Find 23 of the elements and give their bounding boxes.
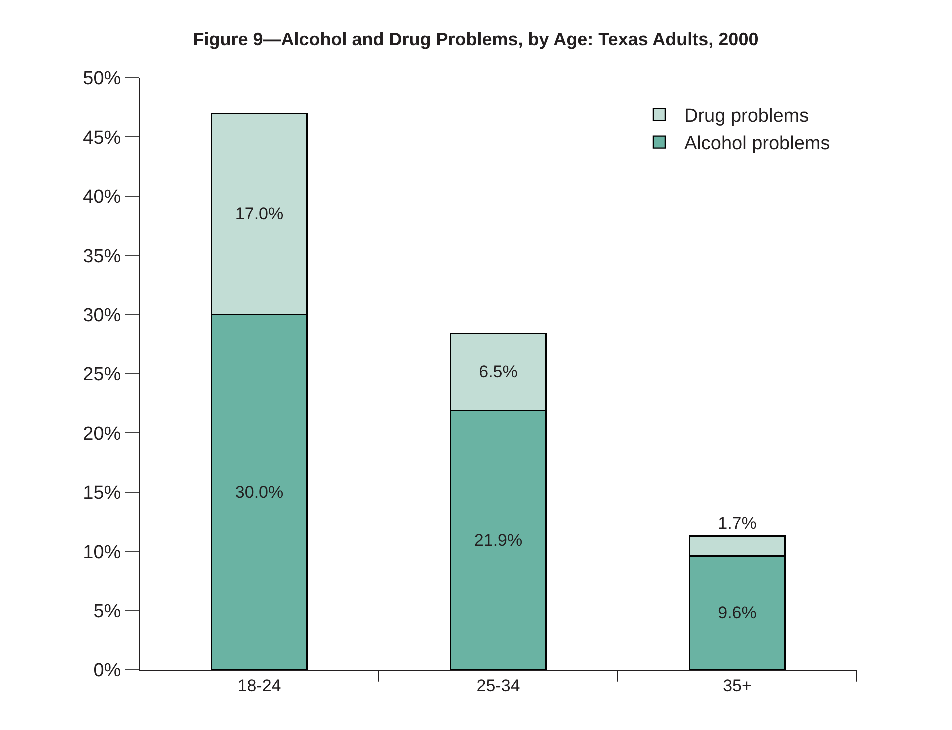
y-tick-label: 50% [83, 68, 122, 90]
legend-label: Drug problems [684, 106, 810, 128]
data-label: 21.9% [474, 530, 523, 550]
data-label: 17.0% [235, 204, 284, 224]
data-label: 9.6% [718, 604, 757, 623]
y-tick-label: 5% [94, 601, 122, 622]
y-tick-label: 25% [83, 364, 122, 386]
data-label: 6.5% [479, 362, 518, 382]
data-label: 1.7% [718, 514, 757, 534]
y-tick-label: 20% [83, 424, 122, 445]
x-tick-label: 35+ [723, 676, 752, 696]
y-tick-label: 0% [94, 660, 122, 682]
y-tick-label: 15% [83, 483, 122, 504]
data-label: 30.0% [235, 482, 284, 502]
y-tick-label: 10% [83, 542, 122, 564]
y-tick-label: 30% [83, 305, 122, 326]
y-tick-label: 45% [83, 128, 122, 149]
x-tick-label: 25-34 [476, 676, 520, 696]
chart-title: Figure 9—Alcohol and Drug Problems, by Age: Texas Adults, 2000 [193, 29, 759, 50]
x-tick-label: 18-24 [238, 676, 282, 696]
y-tick-label: 35% [83, 246, 122, 268]
legend-label: Alcohol problems [684, 134, 830, 155]
y-tick-label: 40% [83, 187, 122, 208]
